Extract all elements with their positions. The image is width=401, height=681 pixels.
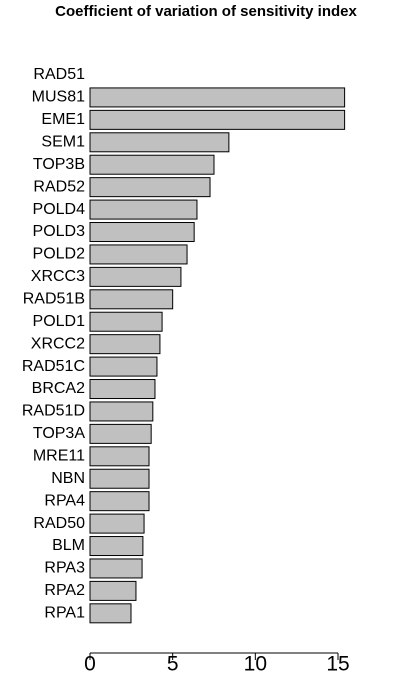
y-tick-label: RAD51 [33, 66, 85, 83]
bar [89, 154, 215, 175]
bar [89, 199, 198, 220]
y-tick-label: POLD1 [33, 313, 86, 330]
y-tick-label: BLM [52, 537, 85, 554]
y-tick-label: SEM1 [41, 134, 85, 151]
y-tick-label: RAD52 [33, 178, 85, 195]
y-tick-label: EME1 [41, 111, 85, 128]
bar [89, 266, 182, 287]
y-tick-label: RAD50 [33, 515, 85, 532]
y-tick-label: RAD51D [22, 403, 85, 420]
bar [89, 132, 230, 153]
bar [89, 603, 132, 624]
y-tick-label: XRCC2 [31, 335, 85, 352]
chart-title: Coefficient of variation of sensitivity … [55, 3, 357, 20]
y-tick-label: RPA3 [44, 560, 85, 577]
y-tick-label: TOP3B [33, 156, 85, 173]
y-tick-label: TOP3A [33, 425, 86, 442]
y-tick-label: POLD2 [33, 246, 86, 263]
bar [89, 513, 145, 534]
bar [89, 536, 144, 557]
bar [89, 244, 188, 265]
bar [89, 379, 156, 400]
x-tick-label: 10 [244, 653, 267, 676]
bar [89, 177, 211, 198]
bar [89, 491, 150, 512]
bar [89, 222, 195, 243]
bar [89, 558, 143, 579]
y-tick-label: RPA1 [44, 605, 85, 622]
y-tick-label: RAD51C [22, 358, 85, 375]
bar [89, 446, 150, 467]
y-tick-label: MRE11 [33, 448, 85, 465]
bar [89, 356, 158, 377]
bar [89, 334, 161, 355]
x-tick-label: 5 [167, 653, 179, 676]
bar [89, 311, 163, 332]
y-tick-label: BRCA2 [32, 380, 85, 397]
y-tick-label: XRCC3 [31, 268, 85, 285]
y-tick-label: RPA2 [44, 582, 85, 599]
bar [89, 289, 174, 310]
bar [89, 423, 152, 444]
bar [89, 87, 346, 108]
bar [89, 468, 150, 489]
bar [89, 109, 346, 130]
bar [89, 401, 154, 422]
y-tick-label: NBN [51, 470, 85, 487]
y-tick-label: POLD3 [33, 223, 86, 240]
y-tick-label: MUS81 [32, 89, 85, 106]
y-tick-label: RPA4 [44, 492, 85, 509]
bar [89, 580, 137, 601]
x-tick-label: 0 [84, 653, 96, 676]
y-tick-label: POLD4 [33, 201, 86, 218]
x-tick-label: 15 [326, 653, 349, 676]
y-tick-label: RAD51B [23, 291, 85, 308]
